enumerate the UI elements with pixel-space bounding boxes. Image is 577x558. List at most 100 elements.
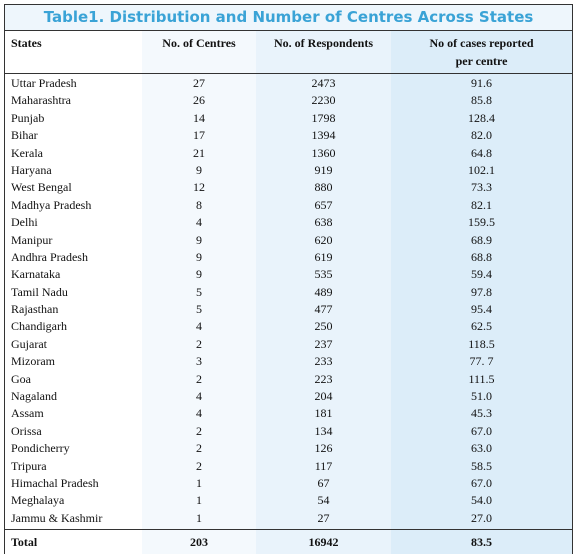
cell-respondents: 477	[314, 302, 333, 317]
cell-cases: 58.5	[471, 458, 492, 473]
cell-respondents: 67	[317, 475, 330, 490]
table-row: Jammu & Kashmir 1 27 27.0	[5, 510, 572, 527]
column-shade-centres	[142, 31, 256, 554]
cell-state: Goa	[11, 371, 31, 386]
cell-centres: 27	[193, 76, 205, 90]
cell-centres: 2	[196, 441, 202, 456]
cell-state: Maharashtra	[11, 93, 71, 108]
cell-cases: 82.0	[471, 128, 492, 143]
cell-centres: 9	[196, 267, 202, 282]
cell-cases: 97.8	[471, 284, 492, 299]
cell-state: Delhi	[11, 215, 38, 230]
cell-cases: 111.5	[468, 371, 495, 386]
cell-cases: 85.8	[471, 93, 492, 108]
table-container: Table1. Distribution and Number of Centr…	[4, 4, 573, 554]
cell-state: Punjab	[11, 110, 45, 125]
cell-state: Mizoram	[11, 354, 55, 369]
cell-respondents: 1798	[311, 110, 336, 125]
cell-respondents: 919	[314, 162, 333, 177]
cell-respondents: 638	[314, 215, 333, 230]
cell-centres: 5	[196, 284, 202, 299]
cell-centres: 4	[196, 319, 202, 334]
cell-cases: 67.0	[471, 423, 492, 438]
cell-centres: 5	[196, 302, 202, 317]
header-cases: No of cases reported per centre	[391, 34, 572, 70]
cell-cases: 63.0	[471, 441, 492, 456]
table-row: Bihar 17 1394 82.0	[5, 127, 572, 144]
total-respondents: 16942	[308, 535, 339, 549]
data-table: States No. of Centres No. of Respondents…	[5, 31, 572, 554]
table-row: Chandigarh 4 250 62.5	[5, 318, 572, 335]
table-body: Uttar Pradesh 27 2473 91.6 Maharashtra 26 2230…	[5, 75, 572, 527]
total-cases: 83.5	[471, 535, 492, 549]
cell-state: Jammu & Kashmir	[11, 510, 103, 525]
cell-state: Madhya Pradesh	[11, 197, 92, 212]
cell-state: Himachal Pradesh	[11, 475, 99, 490]
cell-respondents: 535	[314, 267, 333, 282]
cell-cases: 27.0	[471, 510, 492, 525]
cell-cases: 102.1	[468, 162, 495, 177]
cell-state: Kerala	[11, 145, 43, 160]
cell-cases: 82.1	[471, 197, 492, 212]
cell-centres: 2	[196, 371, 202, 386]
cell-cases: 62.5	[471, 319, 492, 334]
cell-respondents: 126	[314, 441, 333, 456]
cell-state: Gujarat	[11, 336, 47, 351]
cell-state: Rajasthan	[11, 302, 59, 317]
cell-centres: 2	[196, 336, 202, 351]
total-row: Total 203 16942 83.5	[5, 529, 572, 555]
cell-centres: 9	[196, 162, 202, 177]
cell-respondents: 880	[314, 180, 333, 195]
total-label: Total	[11, 535, 38, 549]
cell-centres: 1	[196, 493, 202, 508]
cell-centres: 2	[196, 458, 202, 473]
table-row: Tamil Nadu 5 489 97.8	[5, 284, 572, 301]
cell-centres: 1	[196, 510, 202, 525]
cell-cases: 51.0	[471, 389, 492, 404]
cell-respondents: 250	[314, 319, 333, 334]
table-row: Gujarat 2 237 118.5	[5, 336, 572, 353]
cell-cases: 77. 7	[469, 354, 494, 369]
cell-centres: 4	[196, 389, 202, 404]
cell-centres: 2	[196, 423, 202, 438]
table-row: Tripura 2 117 58.5	[5, 458, 572, 475]
header-cases-line2: per centre	[455, 54, 508, 68]
table-row: Maharashtra 26 2230 85.8	[5, 92, 572, 109]
table-row: Haryana 9 919 102.1	[5, 162, 572, 179]
table-row: Punjab 14 1798 128.4	[5, 110, 572, 127]
cell-respondents: 181	[314, 406, 333, 421]
cell-respondents: 134	[314, 423, 333, 438]
cell-state: Orissa	[11, 423, 42, 438]
table-row: Pondicherry 2 126 63.0	[5, 440, 572, 457]
cell-state: Tamil Nadu	[11, 284, 68, 299]
table-row: Kerala 21 1360 64.8	[5, 145, 572, 162]
header-cases-line1: No of cases reported	[429, 36, 534, 50]
cell-centres: 12	[193, 180, 205, 195]
table-row: Manipur 9 620 68.9	[5, 232, 572, 249]
header-respondents: No. of Respondents	[273, 36, 373, 50]
table-row: Karnataka 9 535 59.4	[5, 266, 572, 283]
cell-respondents: 1394	[311, 128, 336, 143]
table-row: West Bengal 12 880 73.3	[5, 179, 572, 196]
column-shade-cases	[391, 31, 572, 554]
cell-centres: 21	[193, 145, 205, 160]
cell-cases: 68.8	[471, 249, 492, 264]
cell-state: Haryana	[11, 162, 52, 177]
cell-centres: 14	[193, 110, 205, 125]
cell-state: Uttar Pradesh	[11, 76, 77, 90]
cell-respondents: 54	[317, 493, 330, 508]
cell-centres: 9	[196, 249, 202, 264]
cell-state: Manipur	[11, 232, 53, 247]
cell-cases: 128.4	[468, 110, 495, 125]
cell-respondents: 237	[314, 336, 333, 351]
cell-state: Pondicherry	[11, 441, 70, 456]
cell-state: Bihar	[11, 128, 38, 143]
table-row: Uttar Pradesh 27 2473 91.6	[5, 75, 572, 92]
table-row: Himachal Pradesh 1 67 67.0	[5, 475, 572, 492]
cell-centres: 17	[193, 128, 205, 143]
table-row: Mizoram 3 233 77. 7	[5, 353, 572, 370]
table-row: Meghalaya 1 54 54.0	[5, 492, 572, 509]
table-title: Table1. Distribution and Number of Centr…	[5, 5, 572, 31]
header-states: States	[11, 36, 42, 50]
cell-centres: 8	[196, 197, 202, 212]
